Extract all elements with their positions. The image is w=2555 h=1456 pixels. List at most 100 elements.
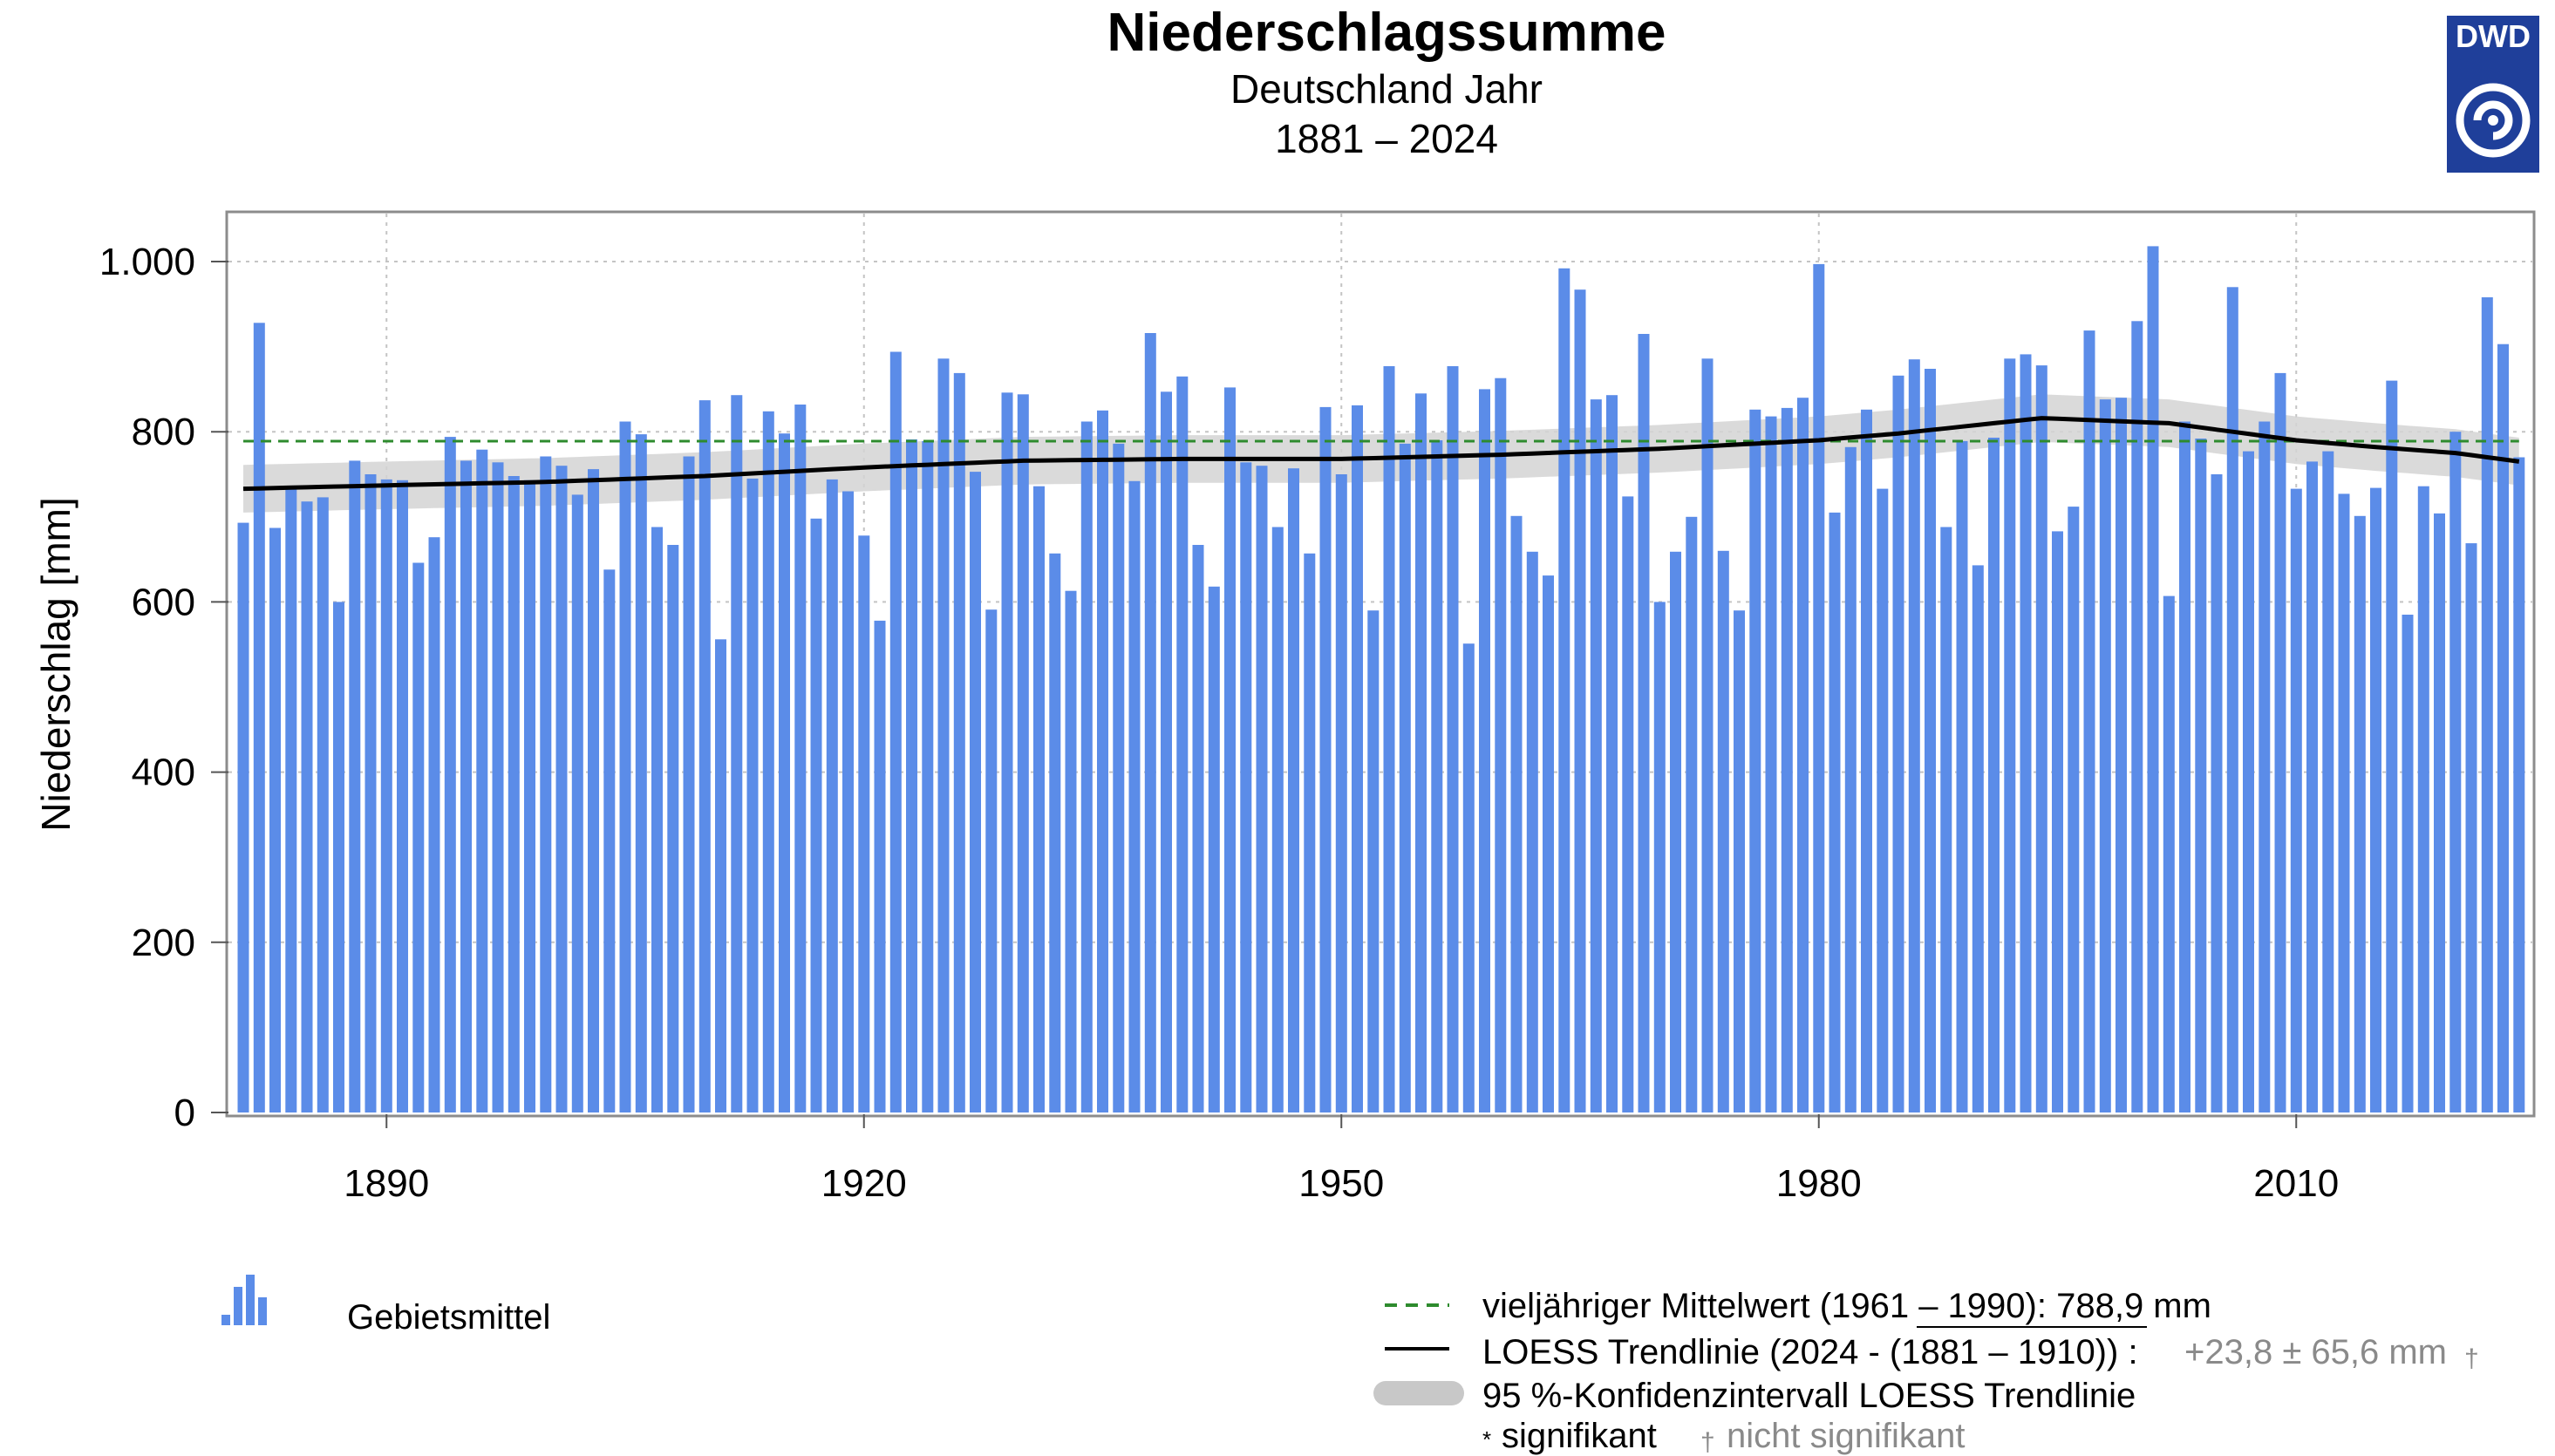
- bar-2001: [2147, 246, 2159, 1112]
- bar-1965: [1574, 289, 1586, 1112]
- y-tick-label: 200: [132, 922, 195, 964]
- bar-1944: [1240, 462, 1252, 1112]
- bar-1998: [2099, 399, 2111, 1113]
- bar-1905: [619, 421, 631, 1112]
- bar-1976: [1749, 409, 1761, 1112]
- bar-1909: [683, 456, 695, 1112]
- bar-2020: [2449, 432, 2462, 1112]
- bar-1975: [1734, 610, 1745, 1112]
- bar-1940: [1176, 376, 1189, 1112]
- bar-2008: [2259, 421, 2271, 1112]
- bars: [237, 246, 2525, 1113]
- bar-2004: [2195, 439, 2207, 1112]
- bar-1948: [1304, 553, 1316, 1112]
- bar-1915: [779, 433, 790, 1112]
- dwd-logo-text: DWD: [2456, 18, 2531, 54]
- plot-frame: [225, 210, 2536, 1118]
- bar-1986: [1908, 359, 1920, 1112]
- bar-1968: [1622, 496, 1634, 1112]
- bar-1902: [571, 494, 583, 1112]
- bar-1910: [698, 400, 711, 1113]
- bar-1925: [937, 358, 950, 1112]
- bar-1952: [1367, 610, 1380, 1112]
- y-tick-label: 1.000: [99, 241, 195, 283]
- trend-line: [242, 416, 2520, 492]
- confidence-band-area: [243, 394, 2519, 513]
- legend-right: vieljähriger Mittelwert (1961 – 1990): 7…: [1373, 1287, 2479, 1456]
- x-tick-label: 1890: [344, 1162, 429, 1205]
- bar-2017: [2402, 615, 2414, 1112]
- legend-trend-label-a: LOESS Trendlinie (2024 -: [1482, 1333, 1890, 1371]
- y-tick-label: 400: [132, 752, 195, 794]
- bar-1899: [524, 480, 535, 1112]
- bar-1923: [906, 439, 917, 1112]
- legend-ci-label: 95 %-Konfidenzintervall LOESS Trendlinie: [1482, 1377, 2136, 1415]
- bar-1992: [2004, 358, 2016, 1112]
- bar-1978: [1781, 407, 1793, 1112]
- x-tick-label: 1980: [1776, 1162, 1862, 1205]
- bar-1977: [1765, 416, 1777, 1113]
- legend-ci-swatch: [1373, 1381, 1464, 1405]
- bar-2022: [2481, 297, 2493, 1112]
- bar-1937: [1128, 480, 1141, 1112]
- bar-2019: [2434, 513, 2445, 1112]
- bar-1901: [555, 466, 568, 1112]
- bar-1989: [1956, 440, 1968, 1112]
- bar-1894: [444, 437, 456, 1113]
- bar-1945: [1256, 466, 1268, 1112]
- bar-chart-icon: [221, 1275, 267, 1325]
- bar-2003: [2179, 421, 2190, 1112]
- bar-1891: [397, 480, 408, 1112]
- bar-1919: [842, 491, 854, 1112]
- bar-1946: [1271, 527, 1284, 1112]
- swirl-icon: [2456, 83, 2531, 158]
- bar-2005: [2211, 474, 2223, 1112]
- bar-1995: [2052, 531, 2063, 1112]
- bar-2012: [2322, 451, 2334, 1112]
- bar-1980: [1813, 263, 1825, 1112]
- bar-1885: [301, 501, 313, 1112]
- y-tick-label: 0: [174, 1092, 195, 1134]
- legend-nonsig-mark: †: [1700, 1428, 1715, 1456]
- bar-1927: [970, 472, 981, 1112]
- bar-1929: [1001, 392, 1013, 1112]
- bar-1931: [1033, 486, 1045, 1112]
- legend-trend-label-b: (1881 – 1910): [1890, 1333, 2107, 1371]
- bar-1958: [1462, 643, 1475, 1112]
- bar-1966: [1590, 399, 1602, 1113]
- legend-sig-mark: *: [1482, 1426, 1491, 1453]
- bar-1930: [1017, 394, 1029, 1112]
- confidence-band: [243, 394, 2519, 513]
- bar-1922: [889, 351, 902, 1112]
- bar-1907: [651, 527, 663, 1112]
- bar-1906: [635, 434, 647, 1113]
- bar-2010: [2290, 488, 2302, 1112]
- x-tick-label: 1920: [821, 1162, 907, 1205]
- bar-2023: [2497, 344, 2509, 1112]
- bar-2002: [2163, 595, 2175, 1112]
- trend: [242, 416, 2520, 492]
- bar-1941: [1192, 545, 1204, 1112]
- bar-2016: [2386, 380, 2398, 1113]
- bar-1960: [1495, 378, 1507, 1112]
- bar-1993: [2020, 354, 2032, 1112]
- bar-1956: [1431, 440, 1443, 1112]
- bar-1979: [1797, 398, 1809, 1112]
- bar-1997: [2083, 330, 2095, 1113]
- bar-1996: [2068, 507, 2080, 1112]
- legend-trend-value: +23,8 ± 65,6 mm: [2184, 1333, 2447, 1371]
- bar-1921: [874, 620, 886, 1112]
- bar-1920: [858, 535, 870, 1112]
- bar-1938: [1144, 333, 1156, 1112]
- bar-1987: [1925, 369, 1936, 1112]
- bar-1974: [1717, 550, 1729, 1112]
- bar-1964: [1558, 268, 1570, 1112]
- bar-1884: [285, 488, 297, 1112]
- bar-1892: [412, 562, 425, 1112]
- bar-2015: [2370, 487, 2381, 1112]
- bar-2021: [2465, 543, 2477, 1112]
- bar-1881: [237, 522, 249, 1112]
- bar-1926: [953, 372, 965, 1112]
- legend-trend-label-c: ) :: [2107, 1333, 2138, 1371]
